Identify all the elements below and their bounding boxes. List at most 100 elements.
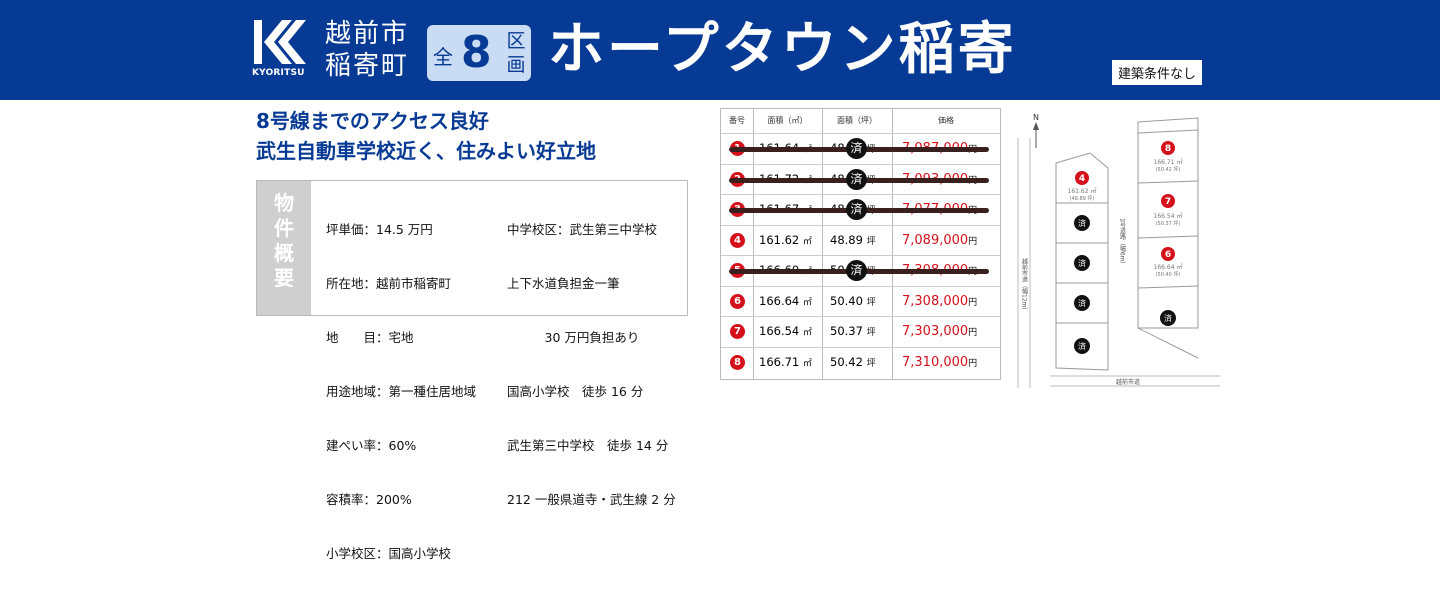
lot7-sqm: 166.54 ㎡ xyxy=(1154,212,1183,220)
road-bottom-label: 越前市道 xyxy=(1116,378,1140,386)
column-divider xyxy=(892,109,893,379)
city-line-1: 越前市 xyxy=(325,19,410,49)
price: 7,308,000円 xyxy=(902,287,998,316)
overview-label-char: 物 xyxy=(274,191,294,215)
lots-prefix: 全 xyxy=(433,45,453,69)
table-row: 4 161.62 ㎡ 48.89 坪 7,089,000円 xyxy=(721,224,1000,255)
overview-item: 国高小学校 徒歩 16 分 xyxy=(507,384,644,399)
logo-text: KYORITSU xyxy=(252,68,305,78)
lot-number-badge: 4 xyxy=(730,232,745,248)
tsubo-unit: 坪 xyxy=(866,328,876,338)
overview-label-char: 概 xyxy=(274,241,294,265)
sqm-unit: ㎡ xyxy=(802,358,812,369)
price: 7,310,000円 xyxy=(902,348,998,377)
lots-suffix-2: 画 xyxy=(506,54,526,76)
table-row: 8 166.71 ㎡ 50.42 坪 7,310,000円 xyxy=(721,346,1000,377)
road-left-label: 越前市道（幅12m） xyxy=(1021,257,1028,313)
building-condition-badge: 建築条件なし xyxy=(1111,59,1204,86)
overview-item: 212 一般県道寺・武生線 2 分 xyxy=(507,492,676,507)
road-mid-label: 1号道路（幅6m） xyxy=(1119,218,1126,267)
area-sqm: 161.62 ㎡ xyxy=(759,232,812,247)
lot8-number: 8 xyxy=(1165,144,1171,154)
yen-unit: 円 xyxy=(968,297,978,308)
lot4-number: 4 xyxy=(1079,174,1085,184)
site-plan-map: N 4 161.62 ㎡ (48.89 坪) 8 166.71 ㎡ (50.42… xyxy=(1010,108,1230,393)
overview-item: 容積率：200% xyxy=(326,492,412,507)
column-divider xyxy=(753,109,754,379)
price: 7,303,000円 xyxy=(902,317,998,346)
price-value: 7,303,000 xyxy=(902,324,969,339)
lot7-number: 7 xyxy=(1165,197,1171,207)
overview-item: 所在地：越前市稲寄町 xyxy=(326,276,452,291)
lot8-sqm: 166.71 ㎡ xyxy=(1154,158,1183,166)
price-value: 7,310,000 xyxy=(902,354,969,370)
tagline: 8号線までのアクセス良好 武生自動車学校近く、住みよい好立地 xyxy=(256,106,596,166)
sold-mark: 済 xyxy=(1078,258,1086,268)
lot6-number: 6 xyxy=(1165,250,1171,260)
lots-count-badge: 全 8 区 画 xyxy=(427,25,531,81)
city-name: 越前市 稲寄町 xyxy=(325,18,409,82)
tsubo-unit: 坪 xyxy=(866,236,876,247)
area-tsubo: 50.40 坪 xyxy=(830,293,876,308)
yen-unit: 円 xyxy=(968,358,978,369)
sold-mark: 済 xyxy=(846,168,867,190)
price-value: 7,308,000 xyxy=(902,293,969,309)
overview-item: 小学校区：国高小学校 xyxy=(326,546,452,561)
lot6-tsubo: (50.40 坪) xyxy=(1156,271,1181,278)
sold-mark: 済 xyxy=(846,138,867,159)
sold-mark: 済 xyxy=(1078,341,1086,351)
sold-mark: 済 xyxy=(1164,313,1172,323)
sold-mark: 済 xyxy=(846,260,867,281)
tsubo-unit: 坪 xyxy=(866,358,876,369)
north-label: N xyxy=(1033,113,1039,122)
overview-label-char: 件 xyxy=(274,216,294,240)
overview-label-char: 要 xyxy=(274,266,294,290)
header-price: 価格 xyxy=(938,116,954,125)
city-line-2: 稲寄町 xyxy=(325,51,410,81)
tsubo-unit: 坪 xyxy=(866,297,876,308)
overview-label: 物 件 概 要 xyxy=(257,181,311,315)
sqm-unit: ㎡ xyxy=(802,328,812,338)
lots-count: 8 xyxy=(461,27,492,78)
tagline-line-2: 武生自動車学校近く、住みよい好立地 xyxy=(256,139,596,163)
tagline-line-1: 8号線までのアクセス良好 xyxy=(256,109,489,133)
area-tsubo: 50.42 坪 xyxy=(830,354,876,369)
lot7-tsubo: (50.37 坪) xyxy=(1156,220,1181,227)
column-divider xyxy=(822,109,823,379)
header-area-tsubo: 面積（坪） xyxy=(837,116,877,125)
overview-item: 建ぺい率：60% xyxy=(326,438,417,453)
property-overview: 物 件 概 要 坪単価：14.5 万円 所在地：越前市稲寄町 地 目：宅地 用途… xyxy=(256,180,688,561)
area-sqm: 166.71 ㎡ xyxy=(759,354,812,369)
area-tsubo: 50.37 坪 xyxy=(830,324,876,338)
price: 7,089,000円 xyxy=(902,226,998,255)
overview-item: 武生第三中学校 徒歩 14 分 xyxy=(507,438,669,453)
overview-item: 30 万円負担あり xyxy=(507,330,640,345)
lot-number-badge: 7 xyxy=(730,324,745,339)
lots-suffix: 区 画 xyxy=(505,29,527,77)
header-area-sqm: 面積（㎡） xyxy=(767,116,808,125)
area-tsubo: 48.89 坪 xyxy=(830,232,876,247)
table-row: 7 166.54 ㎡ 50.37 坪 7,303,000円 xyxy=(721,316,1000,346)
header-number: 番号 xyxy=(729,116,745,125)
sqm-unit: ㎡ xyxy=(802,236,812,247)
yen-unit: 円 xyxy=(968,328,978,338)
overview-item: 用途地域：第一種住居地域 xyxy=(326,384,477,399)
sqm-unit: ㎡ xyxy=(802,297,812,308)
lot4-tsubo: (48.89 坪) xyxy=(1070,195,1095,202)
sold-mark: 済 xyxy=(846,199,867,220)
lot6-sqm: 166.64 ㎡ xyxy=(1154,263,1183,271)
overview-item: 地 目：宅地 xyxy=(326,330,414,345)
yen-unit: 円 xyxy=(968,236,978,247)
overview-column-2: 中学校区：武生第三中学校 上下水道負担金一筆 30 万円負担あり 国高小学校 徒… xyxy=(507,185,676,545)
price-value: 7,089,000 xyxy=(902,232,969,248)
lot-number-badge: 8 xyxy=(730,354,745,370)
table-row: 6 166.64 ㎡ 50.40 坪 7,308,000円 xyxy=(721,285,1000,316)
area-sqm: 166.54 ㎡ xyxy=(759,324,812,338)
header-banner: KYORITSU 越前市 稲寄町 全 8 区 画 ホープタウン稲寄 建築条件なし xyxy=(0,0,1440,100)
area-sqm: 166.64 ㎡ xyxy=(759,293,812,308)
kyoritsu-logo: KYORITSU xyxy=(252,18,314,84)
